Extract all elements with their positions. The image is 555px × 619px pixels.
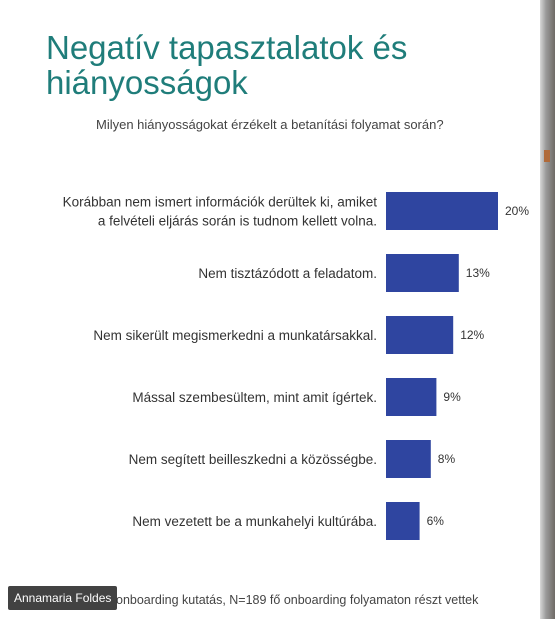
edge-accent xyxy=(544,150,550,162)
bar-value-label-6: 6% xyxy=(427,514,445,528)
bar-value-label-4: 9% xyxy=(443,390,461,404)
category-label-4: Mással szembesültem, mint amit ígértek. xyxy=(132,390,377,405)
bar-6 xyxy=(386,502,420,540)
slide-title-line-1: Negatív tapasztalatok és xyxy=(46,29,408,66)
bar-chart: 20% Korábban nem ismert információk derül… xyxy=(63,192,529,540)
window-edge xyxy=(540,0,555,619)
category-label-2: Nem tisztázódott a feladatom. xyxy=(198,266,377,281)
bar-1 xyxy=(386,192,498,230)
bar-2 xyxy=(386,254,459,292)
source-note: onboarding kutatás, N=189 fő onboarding … xyxy=(116,593,479,607)
category-label-6: Nem vezetett be a munkahelyi kultúrába. xyxy=(132,514,377,529)
bar-5 xyxy=(386,440,431,478)
presenter-name-tag: Annamaria Foldes xyxy=(8,586,118,610)
slide-title: Negatív tapasztalatok és hiányosságok xyxy=(46,30,516,100)
category-label-1-line-2: a felvételi eljárás során is tudnom kell… xyxy=(98,214,377,229)
bar-value-label-3: 12% xyxy=(460,328,484,342)
bar-value-label-5: 8% xyxy=(438,452,456,466)
category-label-3: Nem sikerült megismerkedni a munkatársak… xyxy=(93,328,377,343)
category-label-1-line-1: Korábban nem ismert információk derültek… xyxy=(63,195,378,210)
bar-value-label-1: 20% xyxy=(505,204,529,218)
bar-4 xyxy=(386,378,437,416)
slide-title-line-2: hiányosságok xyxy=(46,64,248,101)
category-label-5: Nem segített beilleszkedni a közösségbe. xyxy=(129,452,377,467)
slide: Negatív tapasztalatok és hiányosságok Mi… xyxy=(46,30,530,607)
chart-question: Milyen hiányosságokat érzékelt a betanít… xyxy=(96,117,444,132)
bar-3 xyxy=(386,316,454,354)
bar-value-label-2: 13% xyxy=(466,266,490,280)
